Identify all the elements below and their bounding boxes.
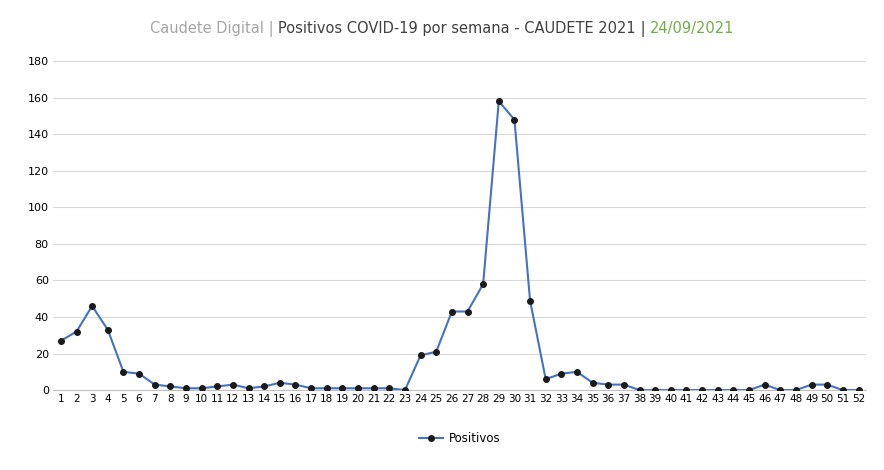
Text: |: |	[636, 21, 650, 37]
Text: 24/09/2021: 24/09/2021	[650, 21, 735, 36]
Legend: Positivos: Positivos	[415, 428, 505, 450]
Text: Caudete Digital: Caudete Digital	[149, 21, 263, 36]
Text: |: |	[263, 21, 278, 37]
Text: Positivos COVID-19 por semana - CAUDETE 2021: Positivos COVID-19 por semana - CAUDETE …	[278, 21, 636, 36]
